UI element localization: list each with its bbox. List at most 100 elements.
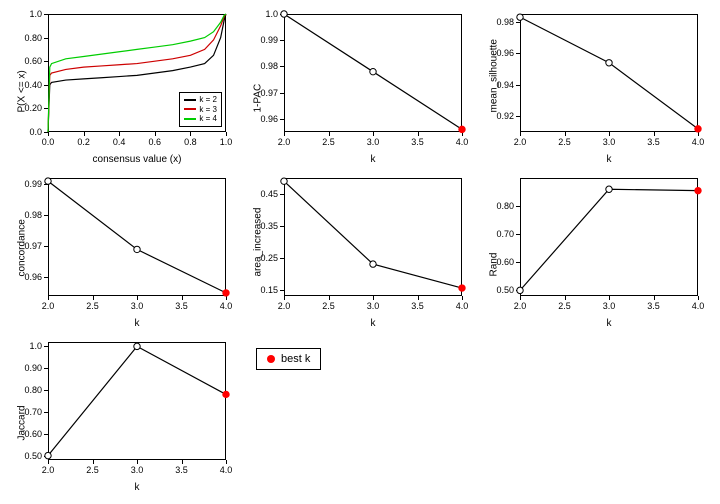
metric-point — [606, 186, 612, 192]
legend-swatch — [184, 108, 196, 110]
x-axis-label: consensus value (x) — [48, 154, 226, 165]
best-k-legend-cell: best k — [244, 336, 472, 494]
x-axis-label: k — [284, 154, 462, 165]
best-k-marker — [459, 126, 465, 132]
metric-chart-area_increased: 0.150.250.350.452.02.53.03.54.0area_incr… — [244, 172, 472, 330]
xtick-label: 3.5 — [175, 465, 188, 475]
xtick-label: 2.0 — [278, 137, 291, 147]
metric-point — [370, 68, 376, 74]
xtick-label: 3.5 — [411, 137, 424, 147]
xtick-label: 3.0 — [131, 465, 144, 475]
xtick-label: 2.5 — [322, 137, 335, 147]
metric-point — [134, 343, 140, 349]
xtick-label: 2.0 — [514, 301, 527, 311]
best-k-marker — [223, 391, 229, 397]
xtick-label: 2.0 — [278, 301, 291, 311]
x-axis-label: k — [520, 154, 698, 165]
xtick-label: 3.5 — [175, 301, 188, 311]
metric-chart-rand: 0.500.600.700.802.02.53.03.54.0Randk — [480, 172, 708, 330]
x-axis-label: k — [48, 482, 226, 493]
legend-swatch — [184, 118, 196, 120]
ytick-label: 0.98 — [486, 17, 514, 27]
metric-chart-concordance: 0.960.970.980.992.02.53.03.54.0concordan… — [8, 172, 236, 330]
xtick-label: 4.0 — [220, 301, 233, 311]
ytick-label: 0.50 — [14, 451, 42, 461]
ytick-label: 0.92 — [486, 111, 514, 121]
xtick-label: 2.0 — [42, 301, 55, 311]
metric-chart-jaccard: 0.500.600.700.800.901.02.02.53.03.54.0Ja… — [8, 336, 236, 494]
xtick-label: 3.5 — [647, 137, 660, 147]
metric-point — [517, 14, 523, 20]
xtick-label: 1.0 — [220, 137, 233, 147]
best-k-marker — [695, 126, 701, 132]
y-axis-label: 1-PAC — [253, 33, 264, 113]
best-k-marker — [695, 187, 701, 193]
xtick-label: 4.0 — [220, 465, 233, 475]
y-axis-label: mean_silhouette — [489, 33, 500, 113]
xtick-label: 3.5 — [411, 301, 424, 311]
y-axis-label: Jaccard — [17, 361, 28, 441]
metric-chart-mean_silhouette: 0.920.940.960.982.02.53.03.54.0mean_silh… — [480, 8, 708, 166]
ytick-label: 0.99 — [14, 179, 42, 189]
metric-point — [45, 452, 51, 458]
metric-chart-one_minus_pac: 0.960.970.980.991.02.02.53.03.54.01-PACk — [244, 8, 472, 166]
metric-line — [48, 346, 226, 455]
xtick-label: 2.5 — [558, 137, 571, 147]
best-k-marker — [459, 285, 465, 291]
xtick-label: 3.0 — [603, 301, 616, 311]
xtick-label: 2.5 — [86, 301, 99, 311]
metric-line — [284, 181, 462, 288]
x-axis-label: k — [520, 318, 698, 329]
best-k-marker — [223, 290, 229, 296]
ytick-label: 0.0 — [14, 127, 42, 137]
metric-point — [45, 178, 51, 184]
xtick-label: 0.6 — [149, 137, 162, 147]
xtick-label: 2.0 — [42, 465, 55, 475]
xtick-label: 2.5 — [322, 301, 335, 311]
best-k-legend: best k — [256, 348, 321, 370]
legend-label: k = 3 — [199, 105, 217, 115]
xtick-label: 2.0 — [514, 137, 527, 147]
legend-swatch — [184, 99, 196, 101]
xtick-label: 0.8 — [184, 137, 197, 147]
xtick-label: 4.0 — [692, 137, 705, 147]
xtick-label: 3.0 — [131, 301, 144, 311]
x-axis-label: k — [284, 318, 462, 329]
metric-line — [48, 181, 226, 293]
cdf-chart: 0.00.200.400.600.801.00.00.20.40.60.81.0… — [8, 8, 236, 166]
xtick-label: 2.5 — [558, 301, 571, 311]
ytick-label: 0.50 — [486, 285, 514, 295]
metric-point — [134, 246, 140, 252]
best-k-label: best k — [281, 353, 310, 365]
ytick-label: 1.0 — [14, 9, 42, 19]
metric-point — [281, 178, 287, 184]
ytick-label: 1.0 — [250, 9, 278, 19]
xtick-label: 4.0 — [692, 301, 705, 311]
metric-line — [520, 189, 698, 290]
ytick-label: 0.15 — [250, 285, 278, 295]
ytick-label: 0.96 — [250, 114, 278, 124]
y-axis-label: area_increased — [253, 197, 264, 277]
xtick-label: 4.0 — [456, 137, 469, 147]
xtick-label: 3.5 — [647, 301, 660, 311]
xtick-label: 3.0 — [603, 137, 616, 147]
metric-point — [281, 11, 287, 17]
xtick-label: 0.0 — [42, 137, 55, 147]
metric-point — [606, 60, 612, 66]
xtick-label: 2.5 — [86, 465, 99, 475]
ytick-label: 1.0 — [14, 341, 42, 351]
x-axis-label: k — [48, 318, 226, 329]
xtick-label: 3.0 — [367, 137, 380, 147]
metric-line — [520, 17, 698, 129]
xtick-label: 3.0 — [367, 301, 380, 311]
y-axis-label: concordance — [17, 197, 28, 277]
xtick-label: 0.2 — [77, 137, 90, 147]
xtick-label: 0.4 — [113, 137, 126, 147]
cdf-legend: k = 2k = 3k = 4 — [179, 92, 222, 127]
metric-point — [370, 261, 376, 267]
legend-label: k = 2 — [199, 95, 217, 105]
best-k-dot-icon — [267, 355, 275, 363]
xtick-label: 4.0 — [456, 301, 469, 311]
metric-point — [517, 287, 523, 293]
y-axis-label: Rand — [489, 197, 500, 277]
